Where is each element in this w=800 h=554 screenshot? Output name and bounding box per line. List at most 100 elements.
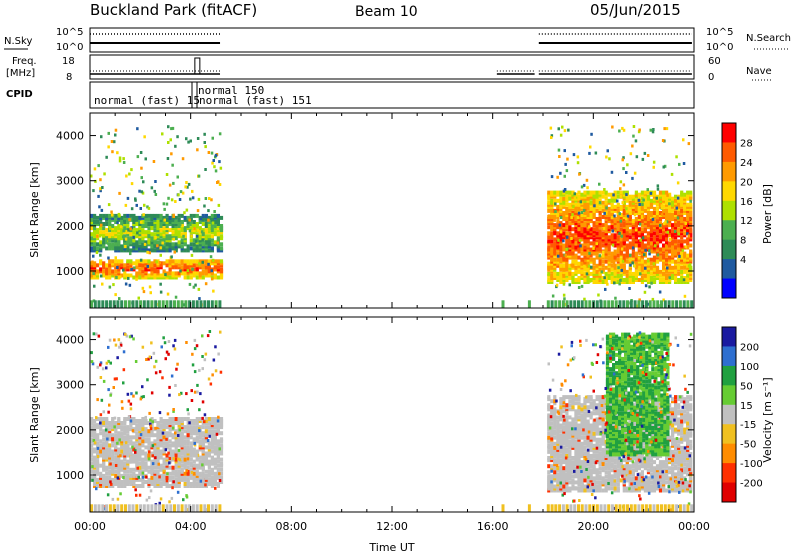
heatmap-cell xyxy=(564,162,567,166)
heatmap-cell xyxy=(547,245,551,250)
heatmap-cell xyxy=(171,441,175,446)
heatmap-cell xyxy=(191,267,194,271)
heatmap-cell xyxy=(547,231,551,236)
heatmap-cell xyxy=(201,455,205,460)
heatmap-cell xyxy=(177,224,181,228)
heatmap-cell xyxy=(189,259,193,264)
heatmap-cell xyxy=(150,186,154,190)
heatmap-cell xyxy=(105,467,109,472)
heatmap-cell xyxy=(147,230,151,235)
heatmap-cell xyxy=(595,454,599,458)
heatmap-cell xyxy=(580,419,584,424)
heatmap-cell xyxy=(576,161,580,165)
heatmap-cell xyxy=(204,213,208,218)
heatmap-cell xyxy=(643,243,647,248)
heatmap-cell xyxy=(625,243,629,248)
heatmap-cell xyxy=(556,263,560,268)
heatmap-cell xyxy=(114,133,117,137)
heatmap-cell xyxy=(680,276,684,280)
heatmap-cell xyxy=(126,226,130,231)
heatmap-cell xyxy=(156,244,159,248)
heatmap-cell xyxy=(105,433,109,438)
heatmap-cell xyxy=(207,267,211,272)
heatmap-cell xyxy=(598,437,602,442)
heatmap-cell xyxy=(171,220,175,224)
heatmap-cell xyxy=(562,439,566,444)
heatmap-cell xyxy=(616,253,620,258)
heatmap-cell xyxy=(150,475,154,480)
heatmap-cell xyxy=(626,163,629,167)
heatmap-cell xyxy=(583,478,587,483)
heatmap-cell xyxy=(550,421,554,426)
heatmap-cell xyxy=(574,245,578,250)
heatmap-cell xyxy=(117,435,121,440)
heatmap-cell xyxy=(93,226,97,231)
heatmap-cell xyxy=(580,213,584,217)
heatmap-cell xyxy=(191,189,194,193)
heatmap-cell xyxy=(216,213,220,218)
heatmap-cell xyxy=(628,211,632,215)
heatmap-cell xyxy=(622,208,626,213)
heatmap-cell xyxy=(186,469,190,474)
heatmap-cell xyxy=(147,259,151,264)
heatmap-cell xyxy=(163,207,166,211)
heatmap-cell xyxy=(189,222,193,226)
heatmap-cell xyxy=(195,213,199,218)
heatmap-cell xyxy=(114,433,118,438)
heatmap-cell xyxy=(634,204,638,209)
heatmap-cell xyxy=(115,276,118,279)
heatmap-cell xyxy=(201,467,205,472)
heatmap-cell xyxy=(580,243,584,248)
heatmap-cell xyxy=(527,300,531,309)
heatmap-cell xyxy=(573,300,577,309)
heatmap-cell xyxy=(643,259,647,264)
heatmap-cell xyxy=(655,206,660,211)
heatmap-cell xyxy=(185,208,189,212)
heatmap-cell xyxy=(610,225,614,230)
heatmap-cell xyxy=(595,472,599,477)
heatmap-cell xyxy=(631,225,635,230)
heatmap-cell xyxy=(611,125,614,129)
heatmap-cell xyxy=(553,225,557,230)
heatmap-cell xyxy=(613,217,617,221)
heatmap-cell xyxy=(183,461,187,466)
heatmap-cell xyxy=(592,237,596,242)
heatmap-cell xyxy=(550,192,554,197)
heatmap-cell xyxy=(117,480,121,484)
heatmap-cell xyxy=(210,269,213,273)
heatmap-cell xyxy=(637,231,641,236)
heatmap-cell xyxy=(155,260,158,264)
heatmap-cell xyxy=(571,259,575,264)
heatmap-cell xyxy=(156,421,160,425)
heatmap-cell xyxy=(655,211,660,215)
heatmap-cell xyxy=(114,269,118,274)
heatmap-cell xyxy=(132,480,136,484)
heatmap-cell xyxy=(136,127,139,131)
heatmap-cell xyxy=(553,263,557,268)
heatmap-cell xyxy=(586,280,590,284)
heatmap-cell xyxy=(153,244,157,249)
heatmap-cell xyxy=(577,213,581,217)
heatmap-cell xyxy=(130,182,134,186)
heatmap-cell xyxy=(646,211,651,215)
heatmap-cell xyxy=(652,128,655,131)
heatmap-cell xyxy=(168,220,172,224)
heatmap-cell xyxy=(565,225,569,230)
heatmap-cell xyxy=(563,297,566,301)
heatmap-cell xyxy=(165,217,169,222)
heatmap-cell xyxy=(213,461,217,466)
heatmap-cell xyxy=(583,431,587,436)
heatmap-cell xyxy=(607,276,611,280)
heatmap-cell xyxy=(559,271,563,276)
heatmap-cell xyxy=(546,300,550,309)
heatmap-cell xyxy=(128,172,131,176)
heatmap-cell xyxy=(595,255,599,260)
heatmap-cell xyxy=(674,251,678,256)
heatmap-cell xyxy=(114,447,118,452)
heatmap-cell xyxy=(638,196,641,200)
heatmap-cell xyxy=(152,160,156,163)
heatmap-cell xyxy=(565,194,569,199)
heatmap-cell xyxy=(556,225,560,230)
heatmap-cell xyxy=(689,204,693,209)
